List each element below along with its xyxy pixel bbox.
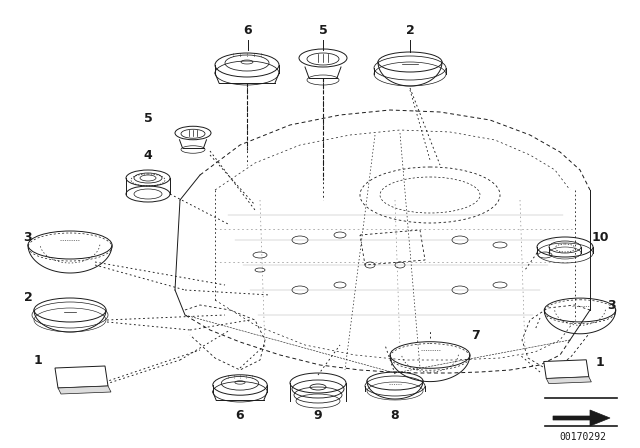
Polygon shape bbox=[55, 366, 108, 388]
Polygon shape bbox=[544, 360, 589, 379]
Text: 1: 1 bbox=[596, 356, 604, 369]
Text: 5: 5 bbox=[143, 112, 152, 125]
Text: 5: 5 bbox=[319, 23, 328, 36]
Text: 10: 10 bbox=[591, 231, 609, 244]
Polygon shape bbox=[547, 377, 591, 383]
Text: 7: 7 bbox=[470, 328, 479, 341]
Text: 2: 2 bbox=[406, 23, 414, 36]
Text: 2: 2 bbox=[24, 290, 33, 303]
Text: 3: 3 bbox=[24, 231, 32, 244]
Text: 00170292: 00170292 bbox=[559, 432, 607, 442]
Polygon shape bbox=[553, 410, 610, 426]
Text: 6: 6 bbox=[244, 23, 252, 36]
Text: 8: 8 bbox=[390, 409, 399, 422]
Text: 6: 6 bbox=[236, 409, 244, 422]
Text: 9: 9 bbox=[314, 409, 323, 422]
Text: 4: 4 bbox=[143, 148, 152, 161]
Polygon shape bbox=[58, 386, 111, 394]
Text: 3: 3 bbox=[608, 298, 616, 311]
Text: 1: 1 bbox=[34, 353, 42, 366]
